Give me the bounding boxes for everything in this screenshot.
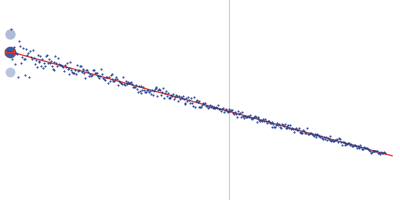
Point xyxy=(6,70,13,73)
Point xyxy=(6,51,13,54)
Point xyxy=(6,33,13,36)
